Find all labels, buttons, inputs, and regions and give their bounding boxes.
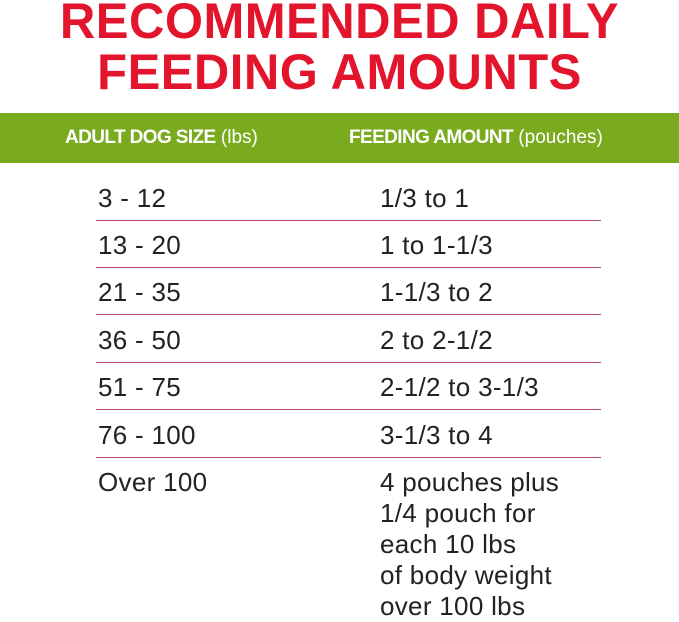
header-dog-size: ADULT DOG SIZE (lbs) xyxy=(65,127,258,149)
feeding-amount-line: each 10 lbs xyxy=(380,529,517,559)
feeding-amount-line: over 100 lbs xyxy=(380,591,526,621)
dog-size-cell: 36 - 50 xyxy=(98,325,182,355)
title-line-1: RECOMMENDED DAILY xyxy=(59,0,620,49)
dog-size-cell: 21 - 35 xyxy=(98,277,182,307)
header-unit: (pouches) xyxy=(518,127,603,148)
feeding-amount-cell: 2 to 2-1/2 xyxy=(380,325,493,355)
dog-size-cell: Over 100 xyxy=(98,467,208,497)
header-feeding-amount: FEEDING AMOUNT (pouches) xyxy=(349,127,603,149)
table-row: 21 - 35 1-1/3 to 2 xyxy=(96,267,601,315)
table-row: Over 100 4 pouches plus 1/4 pouch for each … xyxy=(96,457,601,621)
feeding-amount-cell: 1/3 to 1 xyxy=(380,183,470,213)
title-line-2: FEEDING AMOUNTS xyxy=(97,44,582,100)
table-row: 3 - 12 1/3 to 1 xyxy=(96,173,601,221)
table-row: 76 - 100 3-1/3 to 4 xyxy=(96,410,601,458)
feeding-amount-cell: 1 to 1-1/3 xyxy=(380,230,493,260)
dog-size-cell: 13 - 20 xyxy=(98,230,182,260)
header-label: ADULT DOG SIZE xyxy=(65,127,216,148)
dog-size-cell: 51 - 75 xyxy=(98,372,182,402)
header-label: FEEDING AMOUNT xyxy=(349,127,514,148)
feeding-amount-line: of body weight xyxy=(380,560,552,590)
table-header: ADULT DOG SIZE (lbs) FEEDING AMOUNT (pou… xyxy=(0,113,679,163)
dog-size-cell: 76 - 100 xyxy=(98,420,196,450)
header-unit: (lbs) xyxy=(220,127,258,148)
feeding-amount-cell: 2-1/2 to 3-1/3 xyxy=(380,372,539,402)
feeding-amount-cell: 3-1/3 to 4 xyxy=(380,420,493,450)
feeding-amount-cell: 1-1/3 to 2 xyxy=(380,277,493,307)
table-row: 51 - 75 2-1/2 to 3-1/3 xyxy=(96,362,601,410)
feeding-amount-cell: 4 pouches plus 1/4 pouch for each 10 lbs of… xyxy=(380,467,559,622)
feeding-amount-line: 4 pouches plus xyxy=(380,467,560,497)
table-row: 13 - 20 1 to 1-1/3 xyxy=(96,220,601,268)
dog-size-cell: 3 - 12 xyxy=(98,183,167,213)
feeding-amount-line: 1/4 pouch for xyxy=(380,498,536,528)
table-row: 36 - 50 2 to 2-1/2 xyxy=(96,315,601,363)
